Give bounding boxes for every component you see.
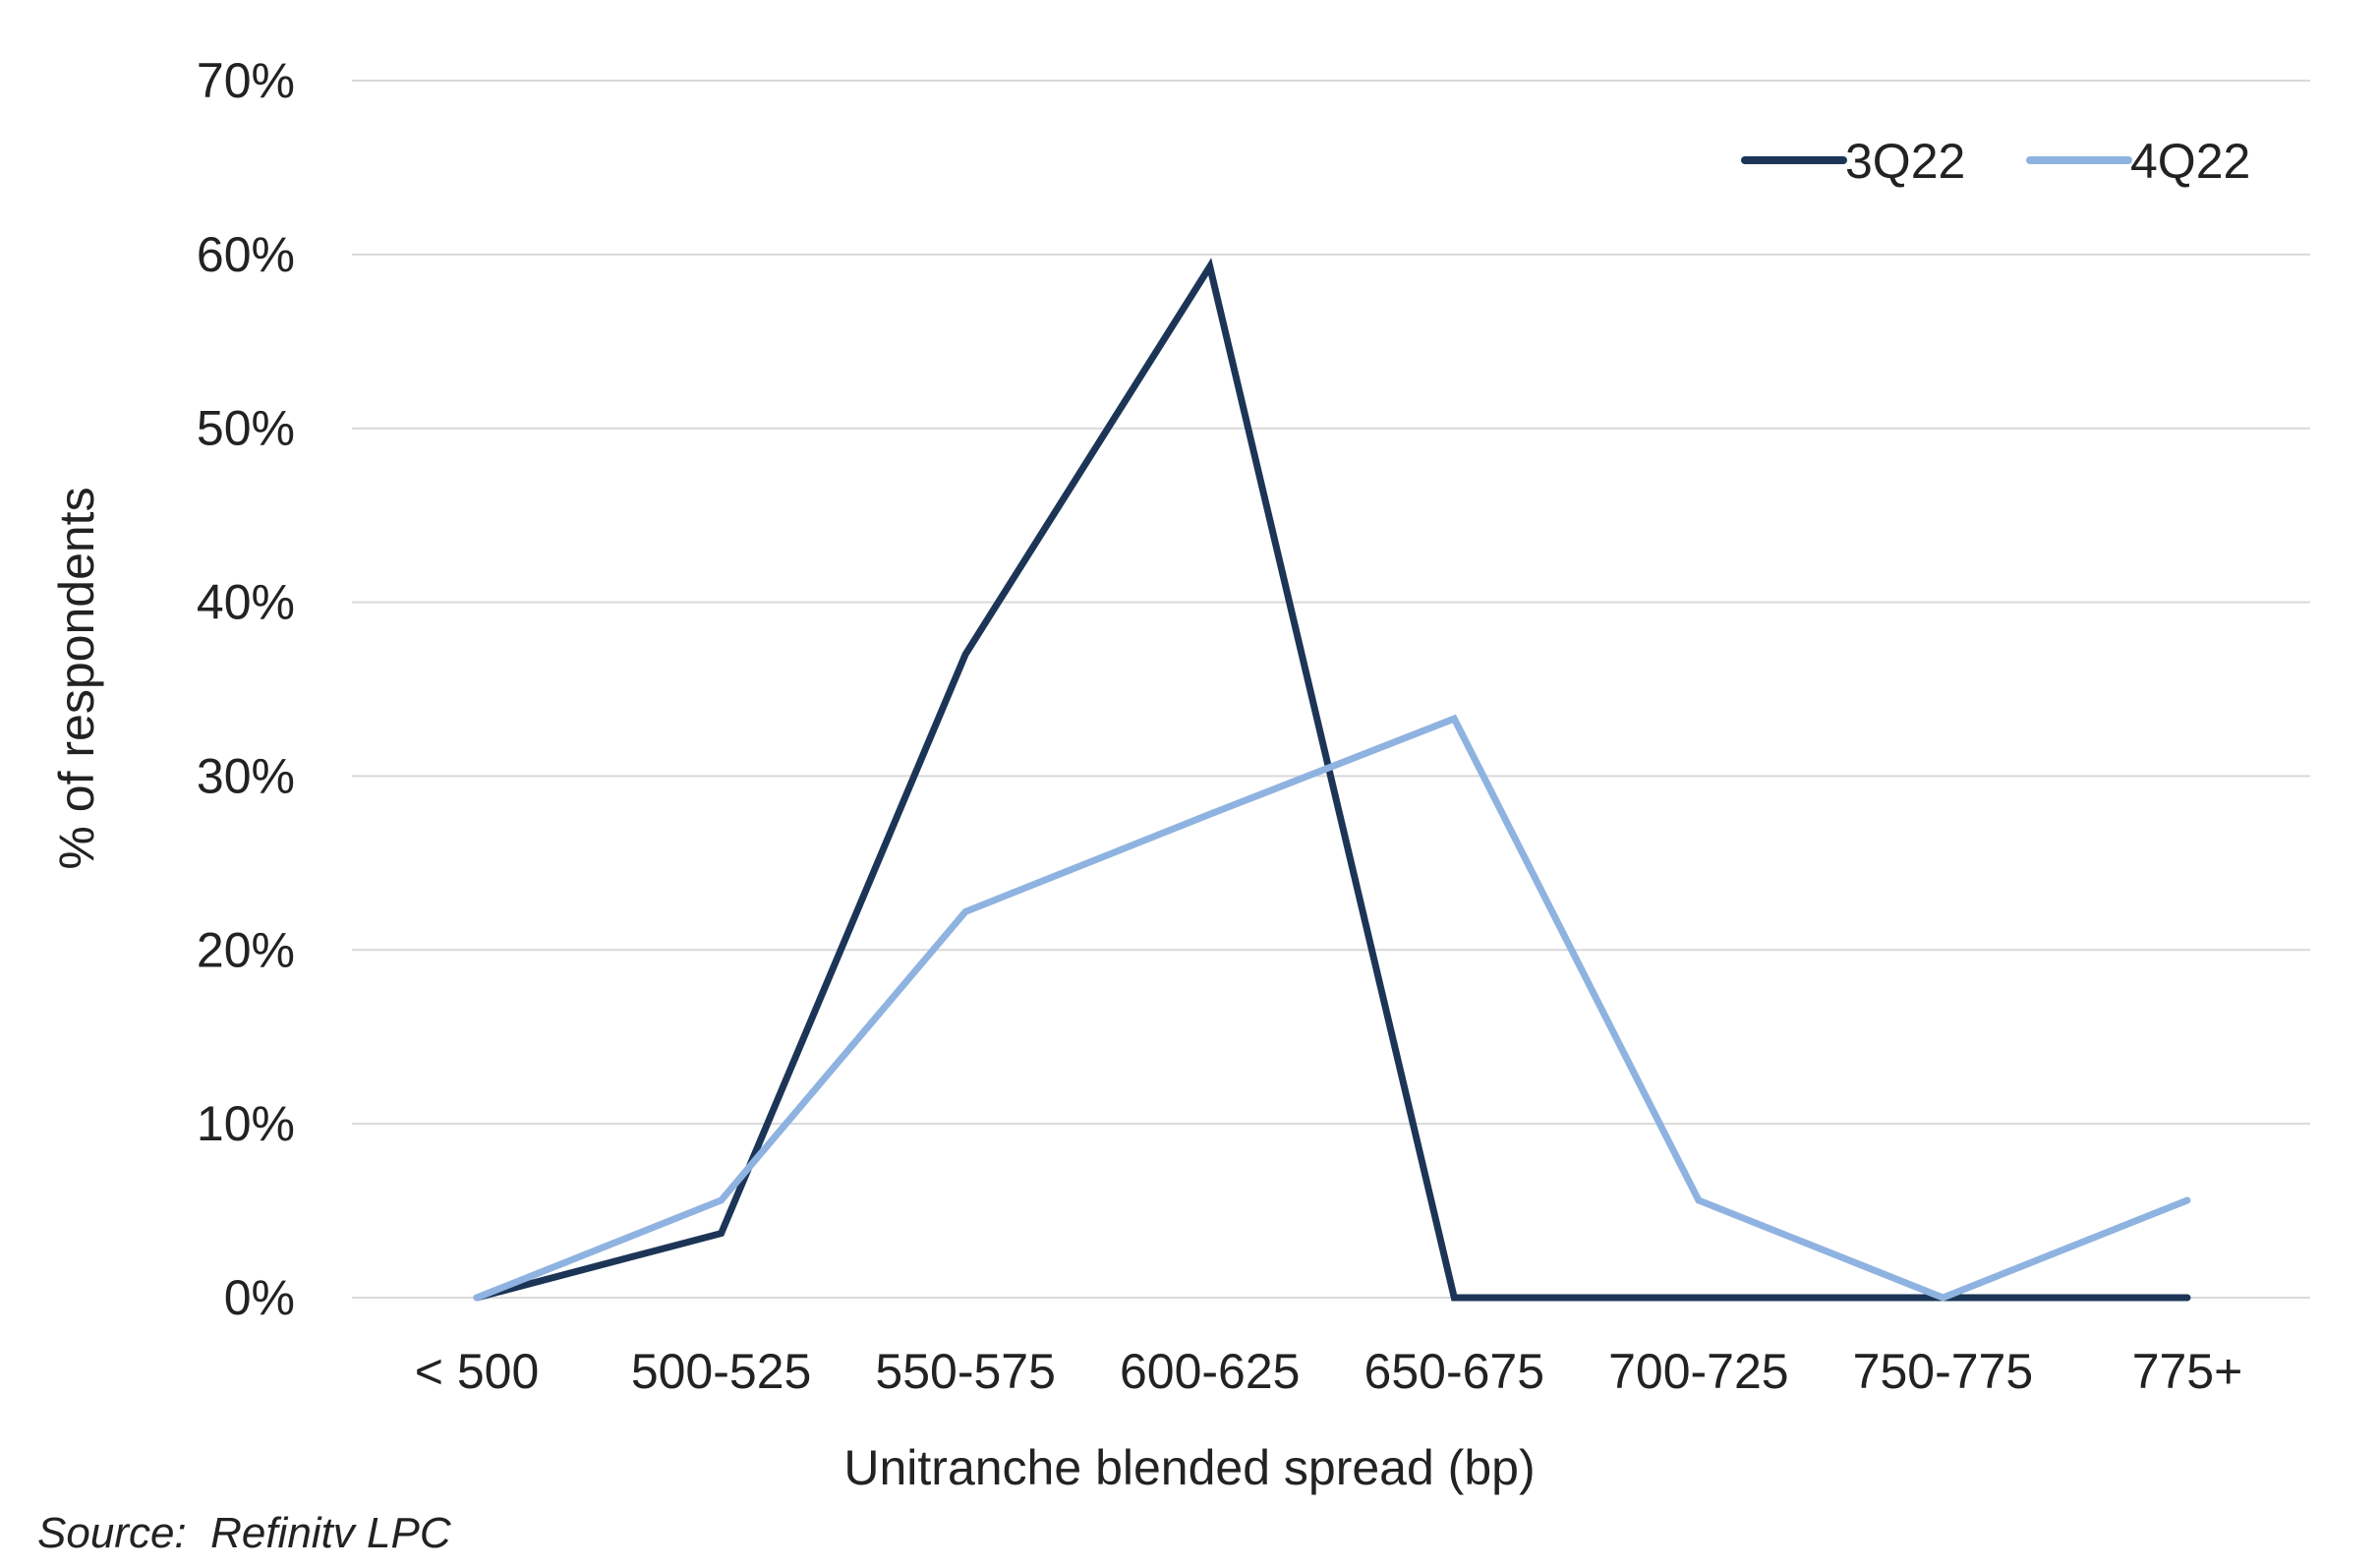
legend-label-4Q22: 4Q22 [2130,134,2250,189]
x-axis-ticks: < 500 500-525 550-575 600-625 650-675 700-725… [415,1344,2243,1399]
x-axis-title: Unitranche blended spread (bp) [843,1440,1535,1495]
x-tick-label: 775+ [2132,1344,2243,1399]
y-tick-label: 50% [197,401,295,456]
y-tick-label: 0% [224,1270,295,1325]
x-tick-label: < 500 [415,1344,540,1399]
x-tick-label: 750-775 [1853,1344,2034,1399]
y-axis-ticks: 0% 10% 20% 30% 40% 50% 60% 70% [197,53,295,1325]
x-tick-label: 600-625 [1120,1344,1301,1399]
series-lines [473,258,2191,1302]
y-tick-label: 30% [197,748,295,803]
gridlines [352,80,2310,1299]
x-tick-label: 650-675 [1364,1344,1545,1399]
legend: 3Q22 4Q22 [1741,134,2250,189]
y-tick-label: 10% [197,1096,295,1151]
x-tick-label: 550-575 [875,1344,1056,1399]
series-line-4Q22 [473,714,2191,1302]
y-tick-label: 60% [197,227,295,282]
y-tick-label: 70% [197,53,295,108]
x-tick-label: 700-725 [1608,1344,1789,1399]
y-tick-label: 20% [197,922,295,977]
series-line-3Q22 [473,258,2191,1302]
legend-label-3Q22: 3Q22 [1845,134,1965,189]
source-note: Source: Refinitv LPC [37,1509,451,1557]
y-axis-title: % of respondents [49,487,104,869]
x-tick-label: 500-525 [631,1344,812,1399]
y-tick-label: 40% [197,575,295,630]
